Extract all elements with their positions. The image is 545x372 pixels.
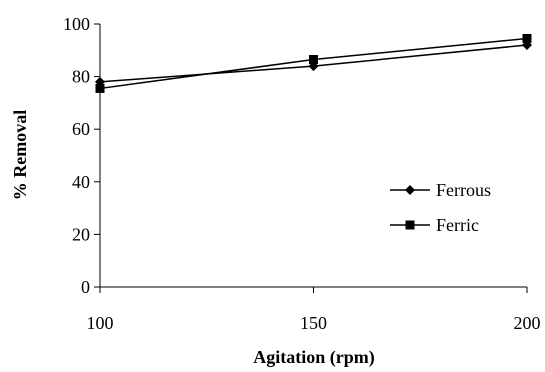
legend-item-ferrous: Ferrous — [390, 180, 491, 200]
data-point-ferric — [522, 33, 532, 43]
legend-label: Ferrous — [436, 180, 491, 200]
legend-label: Ferric — [436, 215, 479, 235]
series-marks — [95, 33, 532, 93]
axes: 0 20 40 60 80 100 100 150 200 — [63, 14, 541, 333]
y-tick-label: 0 — [81, 277, 90, 297]
y-axis-title: % Removal — [10, 110, 30, 200]
legend-item-ferric: Ferric — [390, 215, 479, 235]
legend-marker — [405, 220, 415, 230]
y-tick-label: 100 — [63, 14, 90, 34]
x-tick-label: 150 — [300, 313, 327, 333]
x-axis-title: Agitation (rpm) — [253, 347, 374, 368]
y-tick-label: 80 — [72, 67, 90, 87]
y-tick-label: 60 — [72, 119, 90, 139]
y-tick-label: 20 — [72, 224, 90, 244]
data-point-ferric — [309, 55, 318, 65]
x-tick-label: 100 — [87, 313, 114, 333]
legend-marker — [405, 185, 415, 195]
x-tick-label: 200 — [514, 313, 541, 333]
legend: Ferrous Ferric — [390, 180, 491, 235]
data-point-ferric — [95, 83, 105, 93]
y-tick-label: 40 — [72, 172, 90, 192]
